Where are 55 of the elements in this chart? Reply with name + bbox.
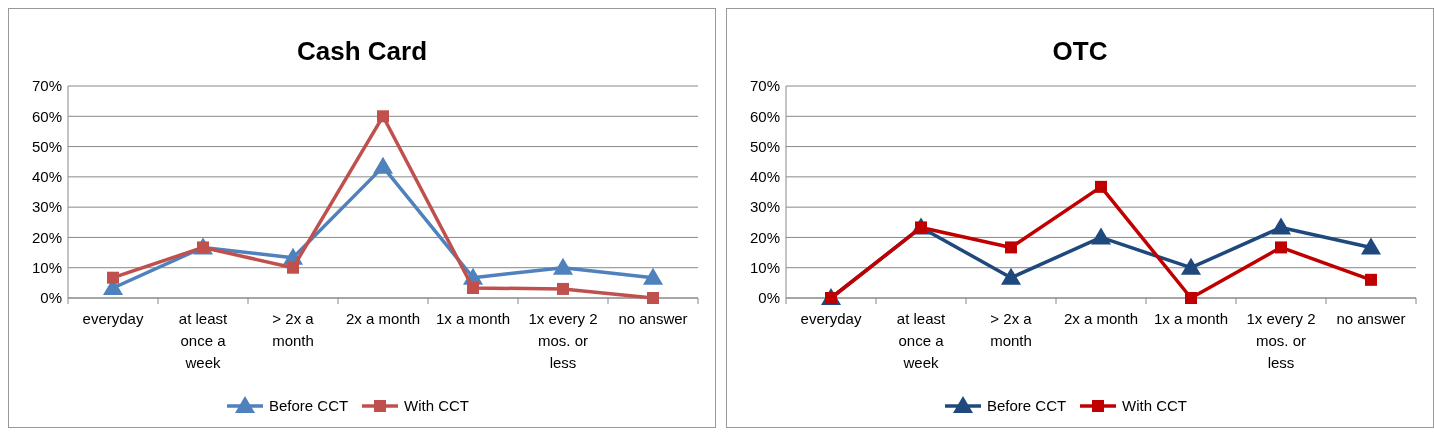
- y-tick-label: 20%: [749, 228, 780, 246]
- y-tick-label: 60%: [749, 107, 780, 125]
- y-tick-label: 40%: [749, 168, 780, 186]
- y-tick-label: 10%: [749, 258, 780, 276]
- point: [1275, 241, 1287, 254]
- point: [1181, 257, 1201, 275]
- point: [287, 261, 299, 274]
- point: [1271, 217, 1291, 235]
- x-tick-label: everyday: [82, 310, 144, 327]
- y-tick-label: 30%: [31, 198, 62, 216]
- y-tick-label: 40%: [31, 168, 62, 186]
- point: [1361, 237, 1381, 255]
- point: [107, 271, 119, 284]
- x-tick-label: 1x a month: [1153, 310, 1229, 327]
- y-tick-label: 30%: [749, 198, 780, 216]
- chart-title: OTC: [1052, 36, 1108, 66]
- x-tick-label: everyday: [800, 310, 862, 327]
- point: [373, 156, 393, 174]
- x-tick-label: > 2x a month: [272, 310, 315, 349]
- x-tick-label: at least once a week: [896, 310, 947, 371]
- y-tick-label: 0%: [40, 289, 62, 307]
- point: [1005, 241, 1017, 254]
- x-tick-label: 1x every 2 mos. or less: [528, 310, 598, 371]
- x-tick-label: 1x every 2 mos. or less: [1246, 310, 1316, 371]
- point: [377, 110, 389, 123]
- point: [1365, 273, 1377, 286]
- x-tick-label: > 2x a month: [990, 310, 1033, 349]
- point: [1095, 180, 1107, 193]
- point: [1091, 227, 1111, 245]
- x-tick-label: 2x a month: [1063, 310, 1139, 327]
- y-tick-label: 0%: [758, 289, 780, 307]
- y-tick-label: 10%: [31, 258, 62, 276]
- point: [647, 292, 659, 304]
- legend-label: With CCT: [404, 397, 469, 415]
- point: [553, 257, 573, 275]
- x-tick-label: no answer: [618, 310, 688, 327]
- x-tick-label: no answer: [1336, 310, 1406, 327]
- point: [1001, 267, 1021, 285]
- y-tick-label: 70%: [31, 77, 62, 95]
- y-tick-label: 60%: [31, 107, 62, 125]
- point: [643, 267, 663, 285]
- chart-title: Cash Card: [296, 36, 428, 66]
- y-tick-label: 70%: [749, 77, 780, 95]
- legend-label: With CCT: [1122, 397, 1187, 415]
- legend-label: Before CCT: [987, 397, 1067, 415]
- y-tick-label: 50%: [31, 137, 62, 155]
- x-tick-label: 1x a month: [435, 310, 511, 327]
- point: [1185, 292, 1197, 304]
- x-tick-label: at least once a week: [178, 310, 229, 371]
- point: [557, 282, 569, 295]
- legend-label: Before CCT: [269, 397, 349, 415]
- x-tick-label: 2x a month: [345, 310, 421, 327]
- y-tick-label: 20%: [31, 228, 62, 246]
- y-tick-label: 50%: [749, 137, 780, 155]
- point: [467, 282, 479, 295]
